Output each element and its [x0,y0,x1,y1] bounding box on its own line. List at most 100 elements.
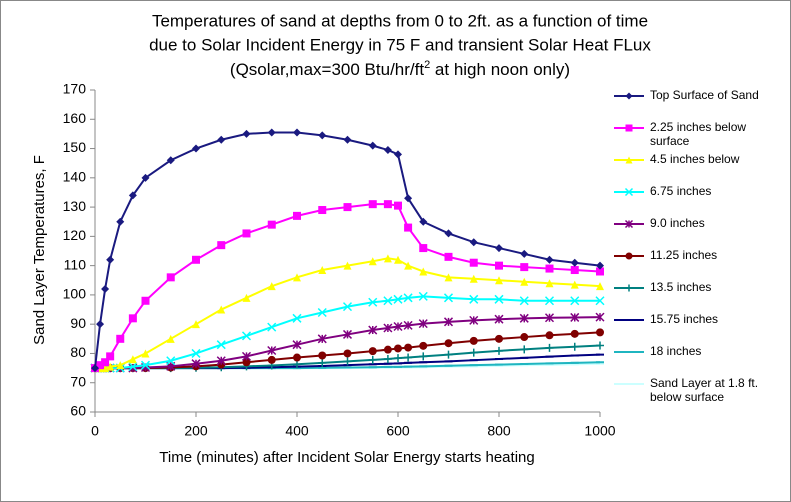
marker [595,296,605,306]
marker [625,124,633,132]
y-tick-label: 150 [63,139,87,155]
legend-swatch [614,252,644,260]
marker [343,261,352,270]
title-superscript: 2 [424,59,430,71]
marker [403,320,413,330]
legend-swatch [614,124,644,132]
marker [267,282,276,291]
x-tick-label: 1000 [584,423,615,439]
marker [91,364,99,373]
y-tick-label: 110 [64,256,87,272]
marker [494,314,504,324]
marker [343,349,352,358]
marker [404,353,413,362]
legend-swatch [614,156,644,164]
y-tick-label: 80 [70,344,86,360]
chart-title: due to Solar Incident Energy in 75 F and… [149,35,651,54]
marker [128,191,137,200]
x-tick-label: 400 [285,423,309,439]
marker [116,334,125,343]
marker [242,358,251,367]
y-tick-label: 170 [63,81,87,97]
marker [368,297,378,307]
marker [383,296,393,306]
legend-label: 2.25 inches below surface [650,120,747,148]
marker [596,341,604,350]
marker [216,356,226,366]
legend-entry: 15.75 inches [612,312,787,344]
x-tick-label: 0 [91,423,99,439]
chart-title: (Qsolar,max=300 Btu/hr/ft2 at high noon … [230,59,570,80]
marker [545,279,554,288]
marker [140,360,151,370]
legend-entry: 18 inches [612,344,787,376]
marker [394,344,402,353]
marker [106,352,115,361]
marker [469,258,478,267]
marker [141,296,150,305]
marker [293,360,301,369]
marker [570,342,579,351]
marker [368,141,377,150]
marker [419,244,428,253]
marker [545,331,554,340]
marker [216,340,226,350]
marker [495,346,503,355]
marker [343,357,352,366]
marker [624,187,634,197]
marker [191,359,201,369]
marker [128,362,138,372]
legend-label: 11.25 inches [650,248,718,262]
x-tick-label: 800 [487,423,511,439]
marker [404,261,413,270]
legend-label: 4.5 inches below [650,152,740,166]
marker [444,350,453,359]
marker [444,252,453,261]
marker [241,351,252,361]
marker [166,273,175,282]
marker [96,361,105,370]
marker [141,173,150,182]
marker [570,329,579,338]
y-tick-label: 100 [63,286,87,302]
marker [520,345,529,354]
marker [267,322,277,332]
marker [217,305,226,314]
marker [394,354,402,363]
legend-entry: 9.0 inches [612,216,787,248]
marker [267,220,276,229]
marker [342,329,353,339]
y-axis-label: Sand Layer Temperatures, F [31,155,48,345]
marker [394,255,402,264]
x-tick-label: 600 [386,423,410,439]
marker [469,348,478,357]
marker [317,307,327,318]
marker [267,355,276,364]
marker [106,255,115,264]
marker [383,146,392,155]
y-tick-label: 160 [63,110,87,126]
marker [520,333,529,342]
legend: Top Surface of Sand 2.25 inches below sur… [612,88,787,408]
legend-swatch [614,284,644,292]
marker [242,129,251,138]
marker [116,217,125,226]
marker [242,293,251,302]
marker [596,267,604,276]
marker [242,229,251,238]
marker [443,317,454,327]
y-tick-label: 130 [63,198,87,214]
y-tick-label: 90 [70,315,86,331]
marker [495,244,503,253]
marker [544,296,555,306]
marker [368,257,377,266]
legend-label: Sand Layer at 1.8 ft. below surface [650,376,759,404]
marker [625,92,633,100]
marker [519,313,529,323]
marker [469,315,479,325]
marker [520,277,529,286]
title-part: at high noon only) [430,60,570,79]
marker [545,255,554,264]
marker [625,284,633,292]
